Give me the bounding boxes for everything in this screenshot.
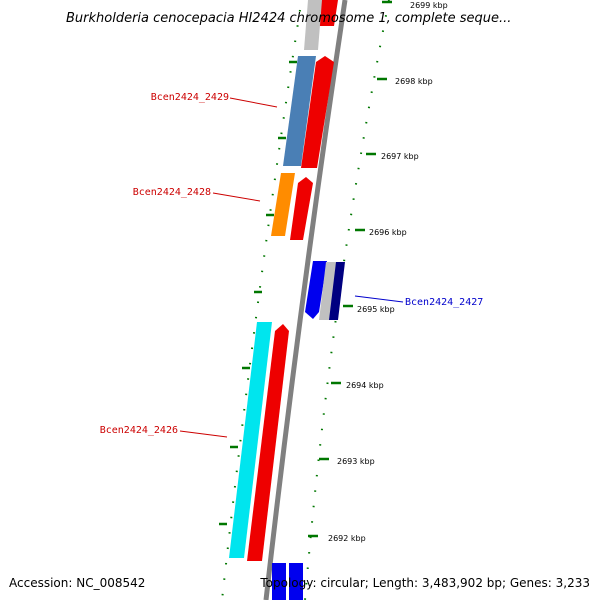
tick-label: 2692 kbp — [328, 534, 366, 543]
gene-feature-bcen2424-2426[interactable] — [229, 322, 272, 558]
cds-feature[interactable] — [318, 0, 338, 26]
gene-label-bcen2424-2429[interactable]: Bcen2424_2429 — [151, 92, 229, 103]
outer-major-ticks — [308, 0, 392, 538]
gene-label-bcen2424-2426[interactable]: Bcen2424_2426 — [100, 425, 178, 436]
gene-leader-line — [354, 295, 404, 303]
inner-major-ticks — [219, 60, 297, 526]
blue-feature[interactable] — [272, 563, 286, 600]
gene-leader-line — [229, 97, 278, 108]
backbone — [263, 0, 348, 600]
navy-feature[interactable] — [329, 262, 345, 320]
tick-label: 2698 kbp — [395, 77, 433, 86]
blue-feature[interactable] — [289, 563, 303, 600]
summary-label: Topology: circular; Length: 3,483,902 bp… — [259, 576, 590, 590]
gene-leader-line — [179, 430, 228, 438]
map-title: Burkholderia cenocepacia HI2424 chromoso… — [66, 11, 511, 26]
gene-feature-bcen2424-2428[interactable] — [271, 173, 295, 236]
gene-label-bcen2424-2427[interactable]: Bcen2424_2427 — [405, 297, 483, 308]
tick-label: 2696 kbp — [369, 228, 407, 237]
cds-feature[interactable] — [301, 56, 334, 168]
gray-feature[interactable] — [319, 262, 337, 320]
inner-tick-ring — [221, 9, 301, 600]
tick-label: 2694 kbp — [346, 381, 384, 390]
gene-feature-bcen2424-2427[interactable] — [305, 261, 327, 319]
cds-feature[interactable] — [247, 324, 289, 561]
accession-label: Accession: NC_008542 — [9, 576, 145, 590]
tick-label: 2697 kbp — [381, 152, 419, 161]
gene-feature-bcen2424-2429[interactable] — [283, 56, 316, 166]
tick-label: 2695 kbp — [357, 305, 395, 314]
gene-leader-line — [212, 192, 261, 202]
gray-feature[interactable] — [304, 0, 322, 50]
gene-label-bcen2424-2428[interactable]: Bcen2424_2428 — [133, 187, 211, 198]
tick-label: 2699 kbp — [410, 1, 448, 10]
tick-label: 2693 kbp — [337, 457, 375, 466]
cds-feature[interactable] — [290, 177, 313, 240]
